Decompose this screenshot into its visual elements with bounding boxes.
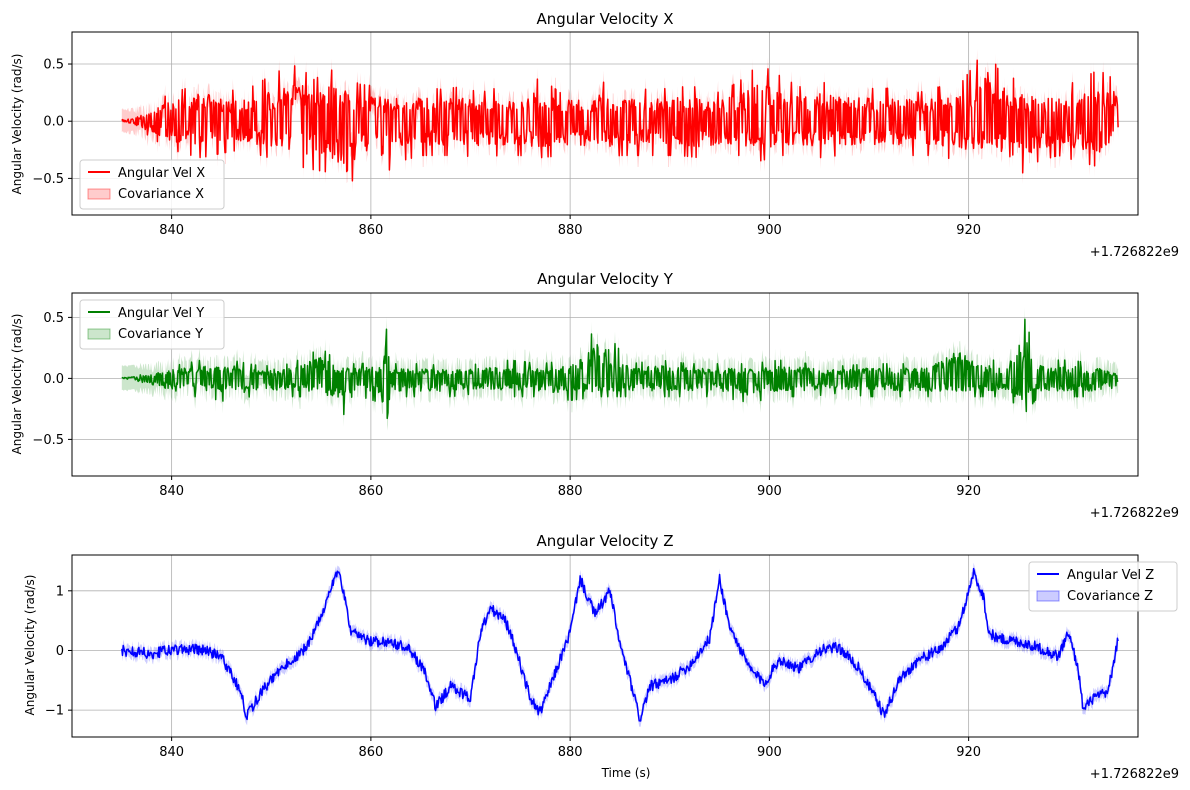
line-z bbox=[121, 567, 1119, 722]
x-ticks-x: 840 860 880 900 920 bbox=[159, 215, 981, 238]
x-tick-label: 840 bbox=[159, 484, 184, 499]
chart-title-x: Angular Velocity X bbox=[537, 10, 674, 28]
x-tick-label: 900 bbox=[757, 223, 782, 238]
x-tick-label: 900 bbox=[757, 484, 782, 499]
y-axis-label-x: Angular Velocity (rad/s) bbox=[10, 54, 24, 195]
x-tick-label: 880 bbox=[558, 745, 583, 760]
legend-band-swatch-x bbox=[87, 188, 111, 200]
x-tick-label: 860 bbox=[358, 745, 383, 760]
chart-panel-x: Angular Velocity X Angular Velocity (rad… bbox=[10, 10, 1179, 260]
legend-label-band-y: Covariance Y bbox=[118, 327, 203, 342]
legend-label-line-z: Angular Vel Z bbox=[1067, 568, 1154, 583]
series-line bbox=[121, 567, 1119, 722]
legend-x: Angular Vel X Covariance X bbox=[79, 159, 225, 210]
x-tick-label: 880 bbox=[558, 484, 583, 499]
line-y bbox=[121, 318, 1119, 420]
legend-y: Angular Vel Y Covariance Y bbox=[79, 299, 225, 350]
chart-panel-y: Angular Velocity Y Angular Velocity (rad… bbox=[10, 270, 1179, 521]
legend-band-swatch-y bbox=[87, 328, 111, 340]
legend-box-x bbox=[79, 159, 225, 210]
x-tick-label: 860 bbox=[358, 223, 383, 238]
line-x bbox=[121, 59, 1119, 182]
legend-label-band-x: Covariance X bbox=[118, 187, 204, 202]
x-ticks-z: 840 860 880 900 920 bbox=[159, 737, 981, 760]
y-tick-label: 0.5 bbox=[43, 311, 64, 326]
series-line bbox=[121, 59, 1119, 182]
y-tick-label: 0.5 bbox=[43, 58, 64, 73]
x-tick-label: 920 bbox=[956, 745, 981, 760]
legend-label-band-z: Covariance Z bbox=[1067, 589, 1153, 604]
x-tick-label: 860 bbox=[358, 484, 383, 499]
y-tick-label: 0 bbox=[56, 644, 64, 659]
x-tick-label: 900 bbox=[757, 745, 782, 760]
chart-title-y: Angular Velocity Y bbox=[537, 270, 674, 288]
legend-band-swatch-z bbox=[1036, 590, 1060, 602]
legend-label-line-x: Angular Vel X bbox=[118, 166, 205, 181]
x-ticks-y: 840 860 880 900 920 bbox=[159, 476, 981, 499]
y-axis-label-z: Angular Velocity (rad/s) bbox=[23, 575, 37, 716]
legend-label-line-y: Angular Vel Y bbox=[118, 306, 204, 321]
y-ticks-y: −0.5 0.0 0.5 bbox=[32, 311, 72, 448]
legend-box-z bbox=[1028, 561, 1178, 612]
x-tick-label: 920 bbox=[956, 484, 981, 499]
y-tick-label: 0.0 bbox=[43, 372, 64, 387]
grid-z bbox=[72, 555, 1138, 737]
plot-frame-y bbox=[71, 292, 1139, 477]
y-axis-label-y: Angular Velocity (rad/s) bbox=[10, 314, 24, 455]
chart-title-z: Angular Velocity Z bbox=[537, 532, 674, 550]
chart-panel-z: Angular Velocity Z Angular Velocity (rad… bbox=[23, 532, 1179, 782]
x-tick-label: 840 bbox=[159, 745, 184, 760]
x-axis-label-z: Time (s) bbox=[601, 766, 651, 780]
y-tick-label: −0.5 bbox=[32, 172, 64, 187]
plot-frame-x bbox=[71, 31, 1139, 216]
plot-frame-z bbox=[71, 554, 1139, 738]
y-ticks-x: −0.5 0.0 0.5 bbox=[32, 58, 72, 187]
x-tick-label: 880 bbox=[558, 223, 583, 238]
x-tick-label: 920 bbox=[956, 223, 981, 238]
y-tick-label: 0.0 bbox=[43, 115, 64, 130]
y-tick-label: −0.5 bbox=[32, 433, 64, 448]
legend-z: Angular Vel Z Covariance Z bbox=[1028, 561, 1178, 612]
y-tick-label: −1 bbox=[45, 704, 64, 719]
legend-box-y bbox=[79, 299, 225, 350]
offset-label-y: +1.726822e9 bbox=[1090, 506, 1179, 521]
offset-label-x: +1.726822e9 bbox=[1090, 245, 1179, 260]
y-tick-label: 1 bbox=[56, 584, 64, 599]
x-tick-label: 840 bbox=[159, 223, 184, 238]
offset-label-z: +1.726822e9 bbox=[1090, 767, 1179, 782]
y-ticks-z: −1 0 1 bbox=[45, 584, 72, 719]
series-line bbox=[121, 318, 1119, 420]
